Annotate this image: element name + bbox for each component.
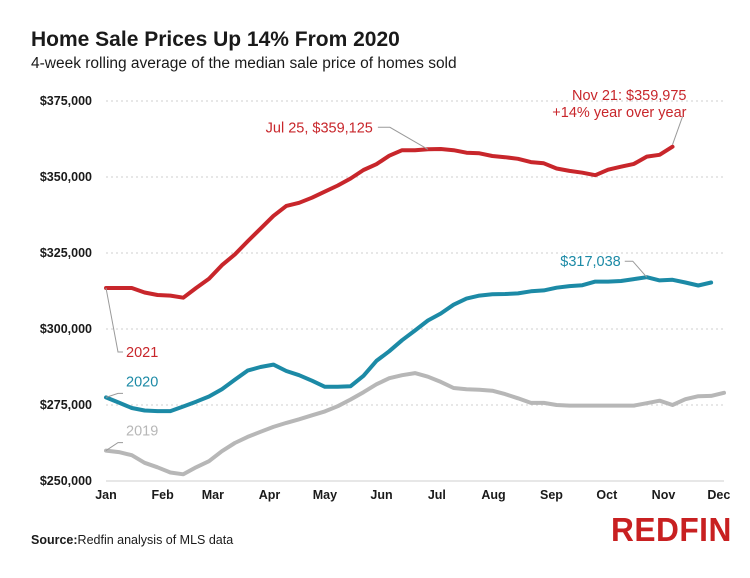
x-axis-ticks: Jan Feb Mar Apr May Jun Jul Aug Sep Oct Nov Dec (95, 488, 730, 502)
callout-line-317038 (624, 260, 648, 278)
annotation-jul25: Jul 25, $359,125 (266, 120, 373, 136)
source-note: Source:Redfin analysis of MLS data (31, 533, 233, 547)
source-text: Redfin analysis of MLS data (77, 533, 234, 547)
x-tick-label: Apr (259, 488, 281, 502)
label-2020: 2020 (126, 374, 158, 390)
series-line-2021 (104, 144, 675, 300)
callout-line-jul25 (377, 126, 429, 150)
annotation-317038: $317,038 (560, 254, 620, 270)
chart-subtitle: 4-week rolling average of the median sal… (31, 55, 457, 72)
x-tick-label: Oct (596, 488, 618, 502)
y-tick-label: $275,000 (40, 398, 92, 412)
gridlines (106, 100, 724, 482)
x-tick-label: Aug (481, 488, 505, 502)
callout-line-nov21 (672, 116, 683, 145)
x-tick-label: Feb (152, 488, 175, 502)
y-tick-label: $375,000 (40, 94, 92, 108)
y-tick-label: $250,000 (40, 474, 92, 488)
callout-line-label-2021 (105, 287, 123, 353)
chart-title: Home Sale Prices Up 14% From 2020 (31, 28, 400, 51)
redfin-logo: REDFIN (611, 511, 732, 548)
label-2021: 2021 (126, 345, 158, 361)
annotation-nov21: Nov 21: $359,975 (572, 88, 686, 104)
y-tick-label: $350,000 (40, 170, 92, 184)
source-label: Source: (31, 533, 78, 547)
annotation-yoy: +14% year over year (552, 105, 686, 121)
y-axis-ticks: $250,000 $275,000 $300,000 $325,000 $350,000… (40, 94, 92, 488)
y-tick-label: $300,000 (40, 322, 92, 336)
y-tick-label: $325,000 (40, 246, 92, 260)
x-tick-label: Jun (370, 488, 392, 502)
callout-line-label-2019 (105, 442, 123, 452)
label-2019: 2019 (126, 424, 158, 440)
x-tick-label: Jan (95, 488, 117, 502)
annotations: Jul 25, $359,125 Nov 21: $359,975+14% yea… (105, 88, 687, 452)
x-tick-label: Dec (707, 488, 730, 502)
series-line-2020 (104, 275, 714, 414)
x-tick-label: Nov (652, 488, 676, 502)
x-tick-label: Jul (428, 488, 446, 502)
series-line-2019 (104, 371, 726, 477)
series-lines (104, 144, 726, 477)
x-tick-label: Sep (540, 488, 563, 502)
x-tick-label: May (313, 488, 337, 502)
x-tick-label: Mar (202, 488, 224, 502)
callout-line-label-2020 (105, 392, 123, 398)
